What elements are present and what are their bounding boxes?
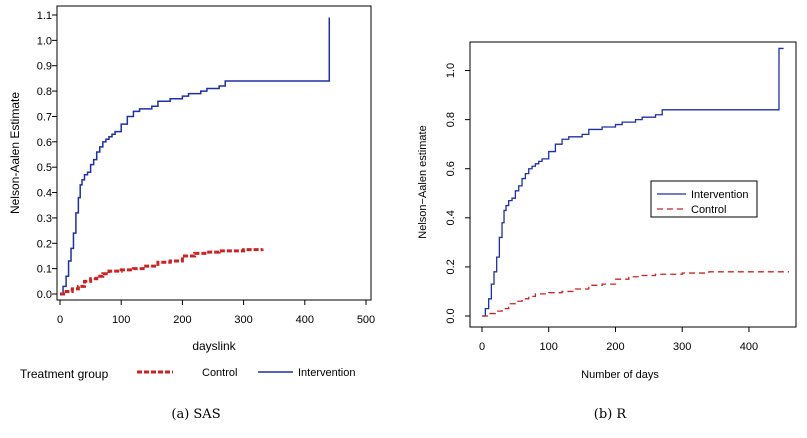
y-tick-label: 0.7 <box>37 111 52 123</box>
y-tick-label: 0.2 <box>37 238 52 250</box>
panel-sas: 0.0 0.1 0.2 0.3 0.4 0.5 0.6 0.7 0.8 0.9 1.0 1.1 0 10… <box>8 5 375 422</box>
y-tick-label: 1.0 <box>445 63 457 78</box>
caption-sas: (a) SAS <box>171 407 220 422</box>
legend-label-control-sas: Control <box>202 367 237 379</box>
legend-sas: Treatment group Control Intervention <box>20 367 355 381</box>
y-tick-label: 0.8 <box>445 112 457 127</box>
x-tick-label: 0 <box>479 341 485 353</box>
x-tick-label: 300 <box>234 314 252 326</box>
x-tick-label: 200 <box>173 314 191 326</box>
y-tick-label: 1.0 <box>37 35 52 47</box>
y-tick-label: 0.0 <box>445 308 457 323</box>
y-tick-label: 0.6 <box>445 161 457 176</box>
y-tick-label: 0.2 <box>445 259 457 274</box>
plot-frame-r <box>469 41 797 328</box>
x-tick-label: 400 <box>740 341 758 353</box>
x-axis-label-sas: dayslink <box>192 339 236 353</box>
legend-label-intervention-sas: Intervention <box>298 367 355 379</box>
y-axis-label-r: Nelson−Aalen estimate <box>417 125 429 238</box>
legend-title-sas: Treatment group <box>20 367 109 381</box>
x-tick-label: 100 <box>540 341 558 353</box>
series-line-intervention <box>482 47 784 317</box>
legend-box-r <box>650 180 758 218</box>
x-tick-label: 300 <box>673 341 691 353</box>
y-tick-label: 0.6 <box>37 137 52 149</box>
caption-r: (b) R <box>594 407 628 422</box>
y-tick-label: 0.4 <box>445 210 457 225</box>
x-tick-label: 200 <box>606 341 624 353</box>
plot-frame-sas <box>56 5 372 301</box>
series-line-intervention <box>60 17 331 295</box>
series-line-control <box>482 271 789 317</box>
y-tick-label: 0.3 <box>37 213 52 225</box>
y-tick-label: 0.4 <box>37 188 52 200</box>
y-tick-label: 0.1 <box>37 264 52 276</box>
x-tick-label: 400 <box>296 314 314 326</box>
y-tick-label: 0.5 <box>37 162 52 174</box>
y-tick-label: 0.0 <box>37 289 52 301</box>
legend-r: Intervention Control <box>650 180 758 218</box>
y-axis-label-sas: Nelson-Aalen Estimate <box>8 92 22 214</box>
legend-label-control-r: Control <box>691 204 726 216</box>
panel-r: 0.0 0.2 0.4 0.6 0.8 1.0 0 100 200 300 400 Nelson−… <box>417 41 797 422</box>
series-line-control <box>60 248 264 296</box>
legend-label-intervention-r: Intervention <box>691 189 748 201</box>
y-tick-label: 0.9 <box>37 61 52 73</box>
x-tick-label: 0 <box>57 314 63 326</box>
x-tick-label: 100 <box>112 314 130 326</box>
y-tick-label: 0.8 <box>37 86 52 98</box>
x-tick-label: 500 <box>357 314 375 326</box>
y-tick-label: 1.1 <box>37 10 52 22</box>
x-axis-label-r: Number of days <box>581 369 659 381</box>
